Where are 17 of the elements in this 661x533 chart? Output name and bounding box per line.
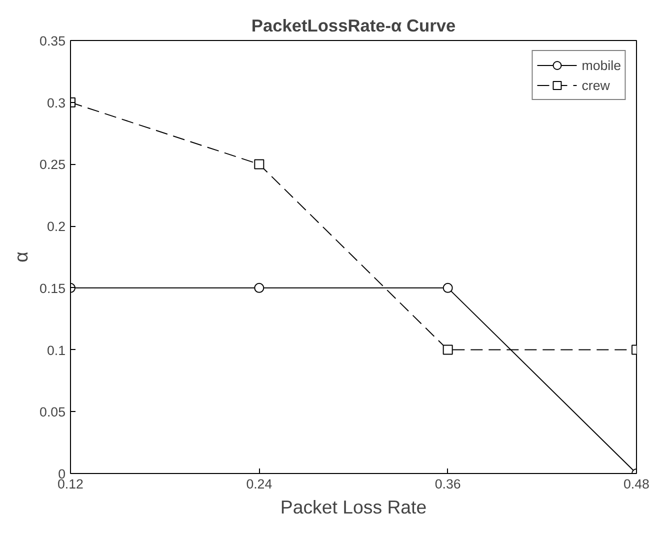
- y-tick-label: 0.35: [40, 34, 66, 48]
- y-tick-label: 0.2: [46, 219, 66, 234]
- y-tick-label: 0.15: [40, 280, 66, 296]
- chart-title: PacketLossRate-α Curve: [251, 16, 456, 36]
- point: [442, 282, 453, 293]
- y-axis-title: α: [10, 251, 32, 262]
- legend-label: mobile: [582, 58, 621, 72]
- y-tick-label: 0.3: [46, 95, 66, 110]
- y-tick-label: 0.1: [46, 342, 66, 358]
- x-tick-label: 0.24: [246, 476, 273, 492]
- x-tick-label: 0.36: [434, 476, 461, 492]
- y-tick-label: 0.25: [40, 157, 66, 172]
- y-tick-label: 0.05: [40, 404, 66, 420]
- legend-label: crew: [582, 78, 610, 92]
- point: [254, 282, 264, 293]
- x-tick-label: 0.48: [624, 476, 650, 492]
- x-axis-title: Packet Loss Rate: [280, 496, 427, 518]
